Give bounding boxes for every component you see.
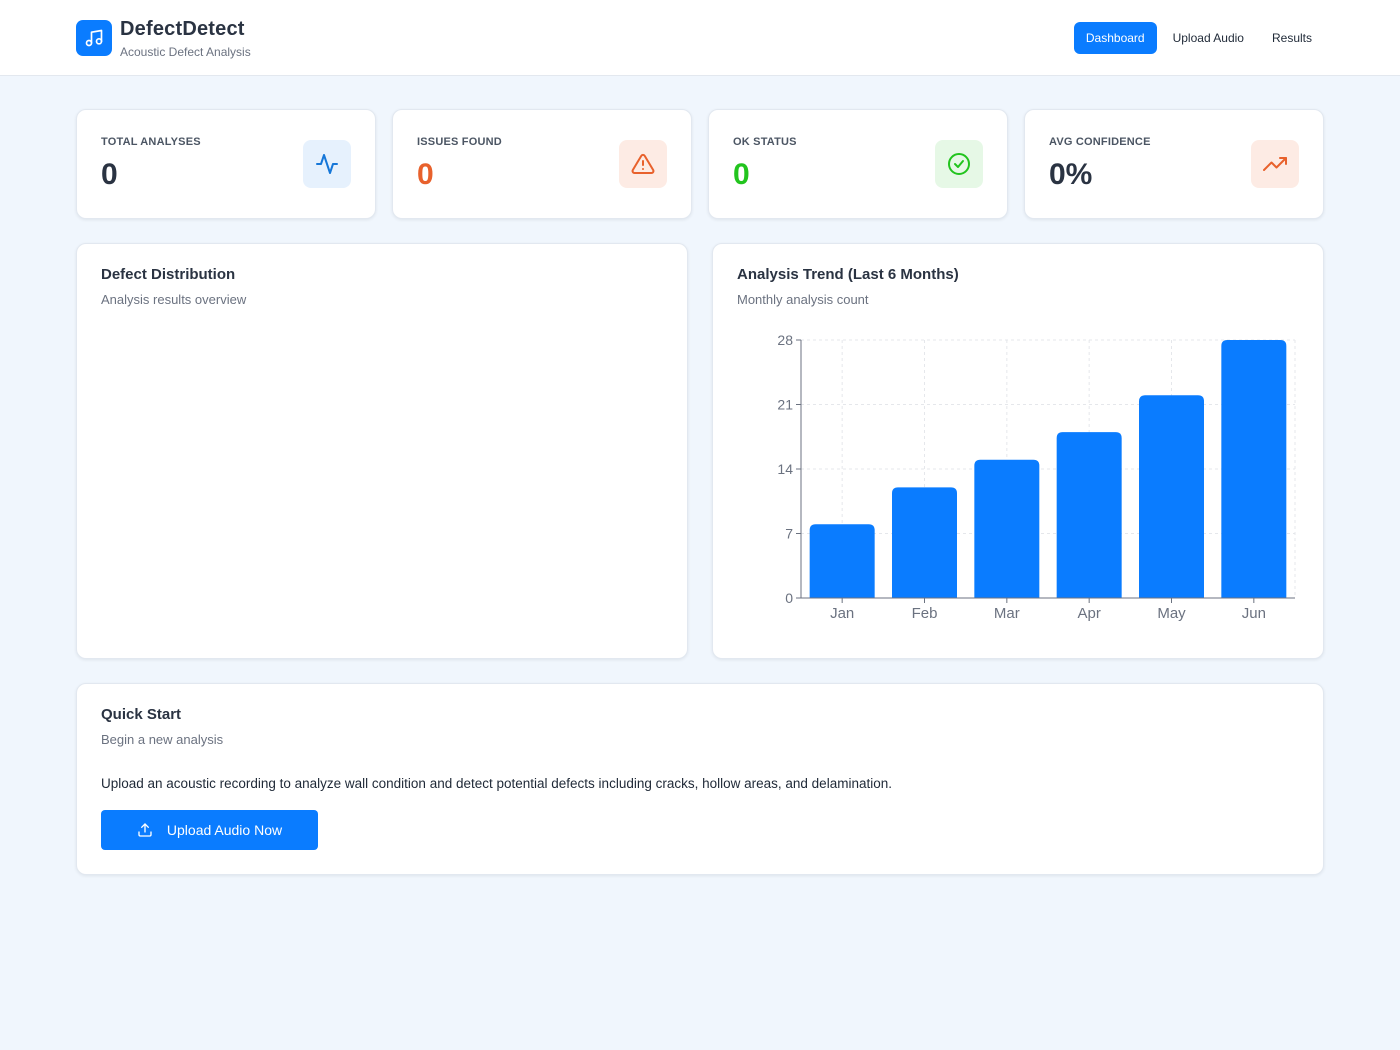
card-subtitle: Begin a new analysis [101, 732, 224, 747]
brand-subtitle: Acoustic Defect Analysis [120, 45, 251, 59]
quick-start-card: Quick Start Begin a new analysis Upload … [76, 683, 1324, 875]
bar-feb [892, 487, 957, 598]
y-tick-label: 7 [785, 526, 793, 542]
warning-icon [631, 153, 655, 174]
quick-start-description: Upload an acoustic recording to analyze … [101, 776, 892, 791]
x-tick-label: Apr [1077, 605, 1100, 622]
card-subtitle: Monthly analysis count [737, 292, 869, 307]
stat-card-ok-status: OK STATUS 0 [708, 109, 1008, 219]
upload-icon [138, 823, 152, 837]
x-tick-label: May [1157, 605, 1186, 622]
stat-card-total-analyses: TOTAL ANALYSES 0 [76, 109, 376, 219]
upload-audio-now-button[interactable]: Upload Audio Now [101, 810, 318, 850]
activity-icon [316, 154, 338, 174]
y-tick-label: 28 [777, 332, 793, 348]
card-title: Defect Distribution [101, 266, 236, 283]
nav-dashboard[interactable]: Dashboard [1073, 22, 1157, 54]
card-subtitle: Analysis results overview [101, 292, 247, 307]
stat-label: AVG CONFIDENCE [1049, 136, 1151, 148]
stat-icon-box [619, 140, 667, 188]
y-tick-label: 0 [785, 590, 793, 606]
bar-may [1139, 395, 1204, 598]
y-tick-label: 21 [777, 397, 793, 413]
bar-jun [1221, 340, 1287, 598]
analysis-trend-card: Analysis Trend (Last 6 Months) Monthly a… [712, 243, 1324, 659]
defect-distribution-card: Defect Distribution Analysis results ove… [76, 243, 688, 659]
bar-jan [809, 524, 875, 598]
stat-label: OK STATUS [733, 136, 797, 148]
stat-value: 0 [417, 158, 434, 191]
music-note-icon [85, 29, 103, 47]
x-tick-label: Jan [830, 605, 854, 622]
upload-audio-now-label: Upload Audio Now [166, 822, 283, 838]
trending-up-icon [1263, 157, 1287, 171]
trend-bar-chart: 0 7 14 21 28 Jan Feb Mar Apr May Jun [777, 332, 1296, 622]
card-title: Quick Start [101, 706, 182, 723]
stat-value: 0 [733, 158, 750, 191]
stat-icon-box [303, 140, 351, 188]
card-title: Analysis Trend (Last 6 Months) [737, 266, 959, 283]
bar-mar [974, 459, 1040, 598]
nav-upload-audio[interactable]: Upload Audio [1172, 31, 1244, 45]
bar-apr [1056, 432, 1122, 598]
stat-label: TOTAL ANALYSES [101, 136, 201, 148]
stat-card-issues-found: ISSUES FOUND 0 [392, 109, 692, 219]
x-tick-label: Mar [994, 605, 1020, 622]
app-header: DefectDetect Acoustic Defect Analysis Da… [0, 0, 1400, 76]
brand-title: DefectDetect [120, 18, 245, 40]
stat-card-avg-confidence: AVG CONFIDENCE 0% [1024, 109, 1324, 219]
x-tick-label: Feb [912, 605, 938, 622]
stat-value: 0 [101, 158, 118, 191]
x-tick-label: Jun [1242, 605, 1266, 622]
stat-label: ISSUES FOUND [417, 136, 502, 148]
check-circle-icon [948, 153, 970, 175]
nav-results[interactable]: Results [1271, 31, 1312, 45]
main-nav: Dashboard Upload Audio Results [1073, 22, 1324, 54]
stat-icon-box [935, 140, 983, 188]
stat-icon-box [1251, 140, 1299, 188]
stat-value: 0% [1049, 158, 1093, 191]
logo[interactable] [76, 20, 112, 56]
y-tick-label: 14 [777, 461, 793, 477]
